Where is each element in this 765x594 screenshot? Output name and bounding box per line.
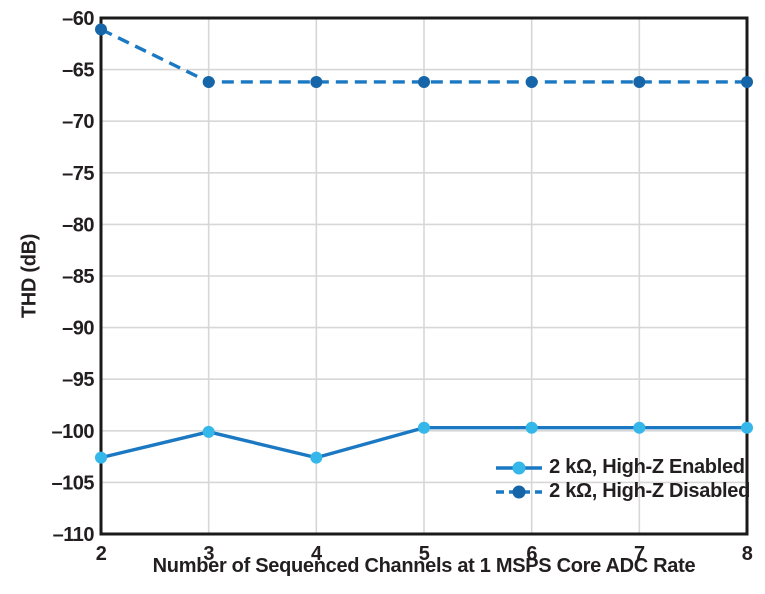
legend-item-highz-disabled: 2 kΩ, High-Z Disabled xyxy=(496,480,750,503)
legend-item-highz-enabled: 2 kΩ, High-Z Enabled xyxy=(496,456,750,479)
svg-text:–105: –105 xyxy=(52,472,95,494)
data-point xyxy=(633,421,646,434)
svg-text:–60: –60 xyxy=(62,8,94,30)
legend: 2 kΩ, High-Z Enabled 2 kΩ, High-Z Disabl… xyxy=(496,456,750,503)
svg-text:–90: –90 xyxy=(62,318,94,340)
data-point xyxy=(741,421,753,434)
svg-text:2: 2 xyxy=(96,543,107,565)
svg-text:8: 8 xyxy=(742,543,753,565)
svg-text:7: 7 xyxy=(634,543,645,565)
svg-text:–110: –110 xyxy=(53,524,95,546)
data-point xyxy=(310,451,323,464)
svg-text:5: 5 xyxy=(419,543,430,565)
series-0 xyxy=(95,421,753,464)
svg-text:–95: –95 xyxy=(62,369,94,391)
data-point xyxy=(525,75,538,88)
data-point xyxy=(633,75,646,88)
svg-text:6: 6 xyxy=(526,543,537,565)
y-axis-title: THD (dB) xyxy=(18,233,41,319)
data-point xyxy=(525,421,538,434)
data-point xyxy=(310,75,323,88)
legend-label-enabled: 2 kΩ, High-Z Enabled xyxy=(549,456,745,478)
svg-text:–80: –80 xyxy=(62,214,94,236)
data-point xyxy=(202,425,215,438)
plot-frame xyxy=(99,16,749,536)
legend-line-marker-disabled-icon xyxy=(496,485,543,498)
svg-text:3: 3 xyxy=(203,543,214,565)
gridlines xyxy=(101,18,747,534)
data-point xyxy=(418,421,430,434)
data-point xyxy=(95,23,107,36)
svg-text:4: 4 xyxy=(311,543,323,565)
legend-line-marker-enabled-icon xyxy=(496,461,543,474)
legend-label-disabled: 2 kΩ, High-Z Disabled xyxy=(549,480,750,502)
svg-text:–70: –70 xyxy=(62,111,94,133)
x-axis-title: Number of Sequenced Channels at 1 MSPS C… xyxy=(152,555,696,577)
data-point xyxy=(202,75,215,88)
svg-text:–65: –65 xyxy=(62,60,94,82)
series-1 xyxy=(95,23,753,88)
data-point xyxy=(741,75,753,88)
svg-text:–85: –85 xyxy=(62,266,94,288)
x-tick-labels: 2 3 4 5 6 7 8 xyxy=(96,543,754,565)
svg-text:–75: –75 xyxy=(62,163,94,185)
data-point xyxy=(95,451,107,464)
data-point xyxy=(418,75,430,88)
svg-text:–100: –100 xyxy=(52,421,95,443)
y-tick-labels: –60 –65 –70 –75 –80 –85 –90 –95 –100 –105 –110 xyxy=(52,8,95,546)
